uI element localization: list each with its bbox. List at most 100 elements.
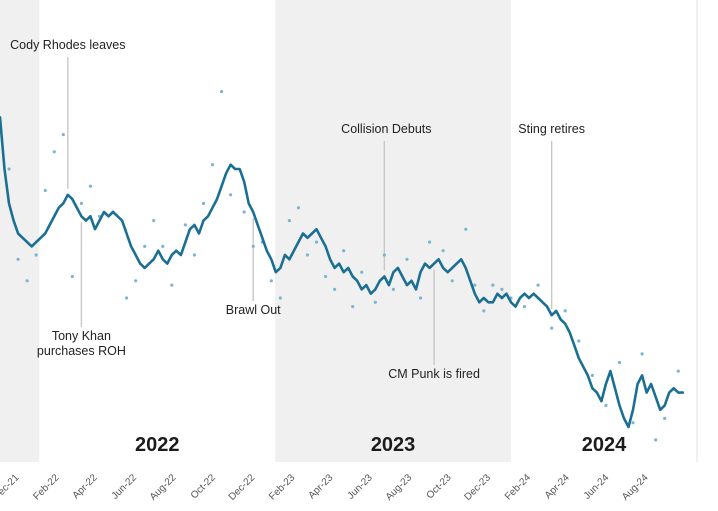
- year-label: 2023: [371, 434, 416, 456]
- scatter-point: [491, 283, 495, 287]
- annotation-label: Tony Khan purchases ROH: [37, 329, 126, 358]
- scatter-point: [287, 219, 291, 223]
- scatter-point: [640, 352, 644, 356]
- scatter-point: [590, 373, 594, 377]
- year-labels: 2022 2023 2024: [135, 434, 627, 456]
- scatter-point: [52, 150, 56, 154]
- x-tick-label: Feb-23: [267, 472, 297, 502]
- x-axis-ticks: Dec-21 Feb-22 Apr-22 Jun-22 Aug-22 Oct-22 Dec-…: [0, 472, 651, 503]
- scatter-point: [536, 283, 540, 287]
- scatter-point: [333, 287, 337, 291]
- x-tick-label: Feb-24: [503, 472, 533, 502]
- annotation-label: Sting retires: [518, 122, 585, 136]
- annotation-label: Collision Debuts: [341, 122, 431, 136]
- x-tick-label: Apr-23: [306, 472, 335, 501]
- scatter-point: [482, 309, 486, 313]
- scatter-point: [418, 296, 423, 300]
- scatter-point: [550, 326, 554, 330]
- scatter-point: [351, 305, 355, 309]
- year-band: [275, 0, 511, 462]
- scatter-point: [25, 279, 29, 283]
- scatter-point: [604, 403, 608, 408]
- scatter-point: [278, 296, 282, 300]
- x-tick-label: Dec-23: [462, 472, 493, 503]
- scatter-point: [269, 279, 273, 283]
- x-tick-label: Dec-21: [0, 472, 22, 503]
- scatter-point: [323, 274, 328, 279]
- scatter-point: [577, 339, 581, 343]
- scatter-point: [631, 421, 635, 425]
- scatter-point: [170, 283, 174, 287]
- scatter-point: [43, 188, 47, 193]
- scatter-point: [125, 296, 129, 300]
- year-band: [0, 0, 40, 462]
- annotations: Cody Rhodes leaves Tony Khan purchases ROH…: [10, 38, 585, 381]
- scatter-point: [450, 279, 454, 283]
- scatter-point: [373, 300, 377, 304]
- annotation-leader-lines: [67, 57, 553, 365]
- scatter-point: [563, 309, 567, 313]
- scatter-point: [360, 270, 364, 274]
- scatter-point: [617, 360, 622, 365]
- x-tick-label: Dec-22: [227, 472, 258, 503]
- scatter-point: [219, 90, 224, 94]
- x-tick-label: Apr-24: [543, 472, 572, 501]
- scatter-point: [314, 240, 319, 244]
- trend-line: [0, 116, 685, 429]
- scatter-point: [183, 223, 187, 227]
- scatter-point: [16, 257, 20, 261]
- scatter-point: [143, 244, 147, 248]
- scatter-point: [210, 163, 215, 167]
- scatter-point: [663, 416, 667, 420]
- scatter-point: [242, 210, 246, 214]
- x-tick-label: Apr-22: [71, 472, 100, 501]
- scatter-series: [7, 90, 680, 442]
- year-band: [39, 0, 276, 462]
- x-tick-label: Aug-23: [384, 472, 415, 503]
- scatter-point: [134, 279, 138, 283]
- scatter-point: [676, 369, 680, 373]
- year-band: [510, 0, 697, 462]
- annotation-label: Cody Rhodes leaves: [10, 38, 125, 52]
- year-bands: [0, 0, 698, 462]
- x-tick-label: Oct-22: [189, 472, 218, 501]
- scatter-point: [405, 257, 409, 261]
- x-tick-label: Jun-23: [345, 472, 375, 502]
- scatter-point: [382, 253, 386, 257]
- scatter-point: [473, 283, 477, 287]
- scatter-point: [229, 193, 233, 197]
- x-tick-label: Aug-22: [148, 472, 179, 503]
- scatter-point: [161, 244, 165, 248]
- x-tick-label: Jun-22: [110, 472, 140, 502]
- scatter-point: [305, 253, 310, 257]
- scatter-point: [391, 287, 395, 291]
- year-label: 2024: [582, 434, 627, 456]
- scatter-point: [654, 438, 658, 442]
- scatter-point: [70, 274, 74, 279]
- scatter-point: [88, 184, 93, 188]
- annotation-label-line: Tony Khan: [52, 329, 111, 343]
- scatter-point: [201, 201, 206, 205]
- scatter-point: [464, 227, 468, 231]
- scatter-point: [500, 287, 504, 291]
- scatter-point: [427, 240, 432, 244]
- year-label: 2022: [135, 434, 180, 456]
- x-tick-label: Aug-24: [620, 472, 651, 503]
- scatter-point: [7, 167, 11, 171]
- scatter-point: [441, 249, 445, 253]
- scatter-point: [342, 249, 346, 253]
- scatter-point: [251, 244, 255, 248]
- scatter-point: [152, 219, 156, 223]
- trend-line-series: [0, 116, 685, 429]
- x-tick-label: Feb-22: [31, 472, 61, 502]
- annotation-label: Brawl Out: [226, 303, 281, 317]
- x-tick-label: Oct-23: [425, 472, 454, 501]
- scatter-point: [61, 133, 65, 137]
- scatter-point: [192, 253, 197, 257]
- scatter-point: [34, 253, 38, 257]
- scatter-point: [522, 305, 527, 309]
- scatter-point: [79, 201, 83, 205]
- x-tick-label: Jun-24: [582, 472, 612, 502]
- annotation-label-line: purchases ROH: [37, 344, 126, 358]
